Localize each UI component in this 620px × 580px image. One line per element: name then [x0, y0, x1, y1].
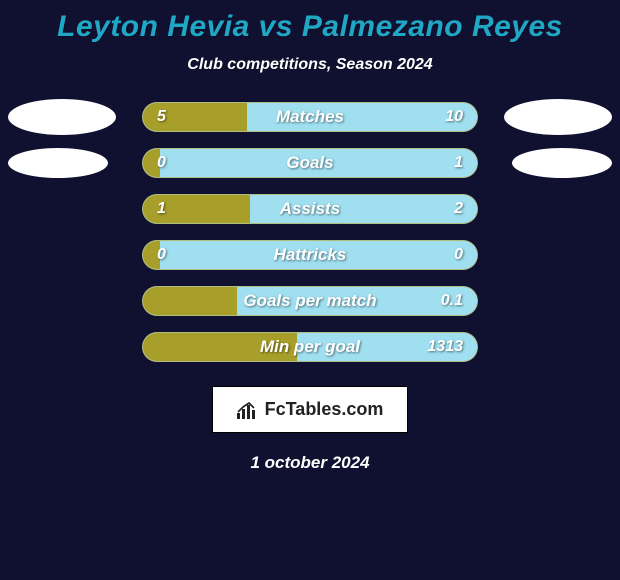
player-right-avatar: [512, 148, 612, 178]
stat-value-right: 2: [454, 195, 463, 223]
stat-row: 12Assists: [6, 194, 614, 224]
stat-bar-right-fill: [247, 103, 477, 131]
subtitle: Club competitions, Season 2024: [6, 56, 614, 74]
stat-bar: 0.1Goals per match: [142, 286, 478, 316]
chart-icon: [237, 401, 259, 419]
player-right-avatar: [504, 99, 612, 135]
stat-value-right: 1313: [427, 333, 463, 361]
stat-row: 1313Min per goal: [6, 332, 614, 362]
watermark-text: FcTables.com: [265, 399, 384, 420]
page-title: Leyton Hevia vs Palmezano Reyes: [6, 10, 614, 44]
stat-value-left: 0: [157, 241, 166, 269]
stat-value-right: 0: [454, 241, 463, 269]
stat-rows: 510Matches01Goals12Assists00Hattricks0.1…: [6, 102, 614, 362]
stat-bar-left-fill: [143, 287, 237, 315]
comparison-infographic: Leyton Hevia vs Palmezano Reyes Club com…: [0, 0, 620, 580]
stat-bar: 00Hattricks: [142, 240, 478, 270]
stat-value-left: 1: [157, 195, 166, 223]
stat-row: 0.1Goals per match: [6, 286, 614, 316]
stat-bar: 12Assists: [142, 194, 478, 224]
stat-value-right: 10: [445, 103, 463, 131]
player-left-avatar: [8, 148, 108, 178]
stat-bar-left-fill: [143, 333, 297, 361]
stat-bar: 510Matches: [142, 102, 478, 132]
stat-value-left: 0: [157, 149, 166, 177]
stat-bar: 1313Min per goal: [142, 332, 478, 362]
stat-value-right: 0.1: [441, 287, 463, 315]
stat-bar-right-fill: [250, 195, 477, 223]
stat-bar-right-fill: [160, 241, 477, 269]
stat-row: 510Matches: [6, 102, 614, 132]
stat-bar-right-fill: [160, 149, 477, 177]
watermark: FcTables.com: [212, 386, 409, 433]
player-left-avatar: [8, 99, 116, 135]
stat-value-right: 1: [454, 149, 463, 177]
date-text: 1 october 2024: [6, 453, 614, 473]
stat-row: 01Goals: [6, 148, 614, 178]
stat-row: 00Hattricks: [6, 240, 614, 270]
stat-bar: 01Goals: [142, 148, 478, 178]
stat-value-left: 5: [157, 103, 166, 131]
